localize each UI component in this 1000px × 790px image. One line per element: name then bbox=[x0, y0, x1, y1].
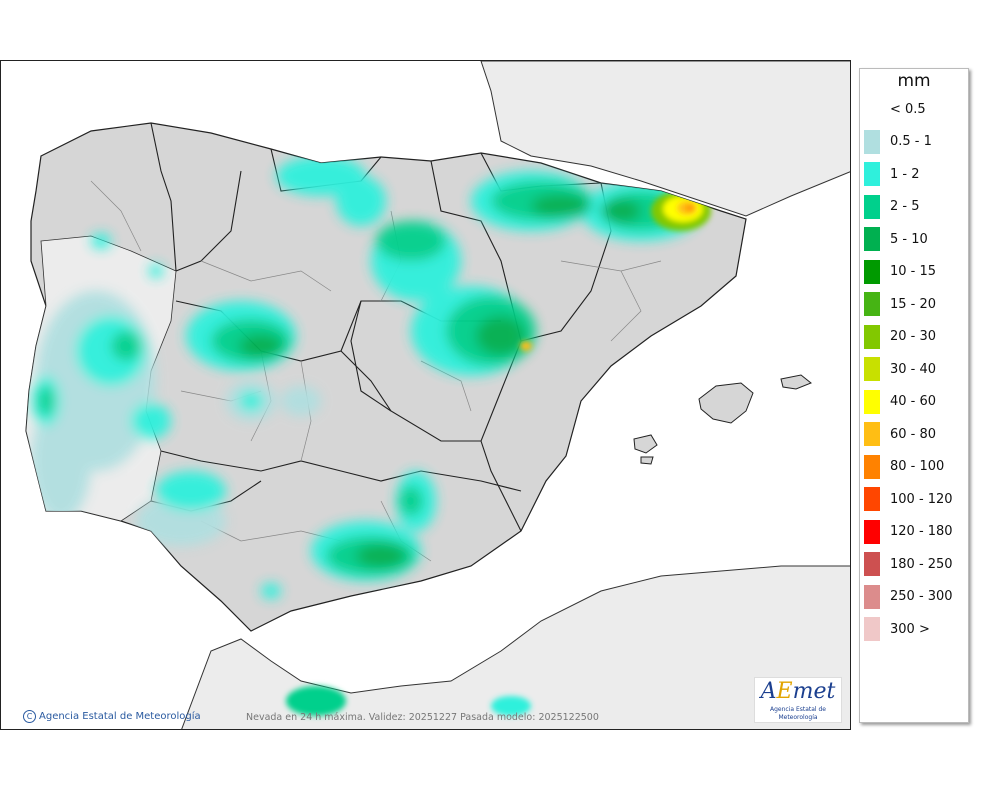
legend-label: 250 - 300 bbox=[890, 589, 953, 604]
legend-item: 30 - 40 bbox=[864, 357, 936, 381]
legend-item: 1 - 2 bbox=[864, 162, 920, 186]
legend-swatch bbox=[864, 584, 880, 609]
formentera-island bbox=[640, 456, 654, 465]
legend-item: < 0.5 bbox=[864, 97, 926, 121]
menorca-island bbox=[780, 374, 812, 390]
legend-label: 15 - 20 bbox=[890, 296, 937, 312]
legend-label: 0.5 - 1 bbox=[890, 134, 932, 149]
legend-item: 5 - 10 bbox=[864, 227, 928, 251]
region-boundaries bbox=[150, 122, 612, 532]
legend-label: 20 - 30 bbox=[890, 329, 937, 344]
snowfall-overlay bbox=[31, 156, 711, 599]
agency-credit: C Agencia Estatal de Meteorología bbox=[23, 710, 201, 723]
legend-item: 120 - 180 bbox=[864, 519, 953, 544]
legend-item: 300 > bbox=[864, 617, 930, 641]
ibiza-island bbox=[633, 434, 658, 454]
legend-swatch bbox=[864, 292, 880, 316]
legend-label: 300 > bbox=[890, 621, 930, 637]
legend-item: 60 - 80 bbox=[864, 422, 936, 446]
validity-note: Nevada en 24 h máxima. Validez: 20251227… bbox=[246, 712, 599, 723]
aemet-logo-mark: AEmet bbox=[760, 679, 836, 704]
legend-label: 10 - 15 bbox=[890, 264, 937, 279]
legend-swatch bbox=[864, 617, 880, 641]
legend-label: < 0.5 bbox=[890, 101, 926, 117]
legend-swatch bbox=[864, 129, 880, 154]
aemet-logo: AEmet Agencia Estatal de Meteorología bbox=[754, 677, 842, 723]
legend-item: 2 - 5 bbox=[864, 194, 920, 219]
france-landmass bbox=[480, 61, 850, 217]
legend-label: 120 - 180 bbox=[890, 524, 953, 539]
legend-label: 100 - 120 bbox=[890, 491, 953, 507]
legend-swatch bbox=[864, 389, 880, 414]
legend-item: 10 - 15 bbox=[864, 259, 937, 284]
agency-credit-text: Agencia Estatal de Meteorología bbox=[39, 711, 201, 722]
mallorca-island bbox=[698, 382, 754, 424]
legend-swatch bbox=[864, 97, 880, 121]
legend-label: 30 - 40 bbox=[890, 361, 937, 377]
legend-item: 180 - 250 bbox=[864, 552, 953, 576]
legend-swatch bbox=[864, 357, 880, 381]
legend-item: 80 - 100 bbox=[864, 454, 945, 479]
legend-label: 2 - 5 bbox=[890, 199, 920, 214]
legend-swatch bbox=[864, 487, 880, 511]
legend: mm < 0.5 0.5 - 1 1 - 2 2 - 5 5 - 10 10 - 15 15… bbox=[859, 68, 969, 723]
legend-item: 20 - 30 bbox=[864, 324, 937, 349]
legend-swatch bbox=[864, 162, 880, 186]
legend-title: mm bbox=[897, 71, 931, 91]
aemet-logo-sub: Agencia Estatal de Meteorología bbox=[769, 706, 826, 721]
legend-swatch bbox=[864, 552, 880, 576]
legend-label: 180 - 250 bbox=[890, 556, 953, 572]
legend-swatch bbox=[864, 259, 880, 284]
legend-swatch bbox=[864, 422, 880, 446]
legend-label: 80 - 100 bbox=[890, 459, 945, 474]
legend-label: 40 - 60 bbox=[890, 394, 937, 409]
copyright-icon: C bbox=[23, 710, 36, 723]
legend-item: 250 - 300 bbox=[864, 584, 953, 609]
legend-swatch bbox=[864, 227, 880, 251]
legend-swatch bbox=[864, 324, 880, 349]
legend-swatch bbox=[864, 454, 880, 479]
legend-swatch bbox=[864, 519, 880, 544]
legend-label: 60 - 80 bbox=[890, 426, 937, 442]
map-canvas bbox=[1, 61, 850, 729]
legend-label: 5 - 10 bbox=[890, 231, 928, 247]
legend-label: 1 - 2 bbox=[890, 166, 920, 182]
snowfall-map: C Agencia Estatal de Meteorología Nevada… bbox=[0, 60, 851, 730]
legend-item: 0.5 - 1 bbox=[864, 129, 932, 154]
north-africa-landmass bbox=[181, 565, 850, 729]
legend-swatch bbox=[864, 194, 880, 219]
africa-snow bbox=[286, 686, 531, 716]
legend-item: 15 - 20 bbox=[864, 292, 936, 316]
legend-item: 40 - 60 bbox=[864, 389, 937, 414]
legend-item: 100 - 120 bbox=[864, 487, 953, 511]
